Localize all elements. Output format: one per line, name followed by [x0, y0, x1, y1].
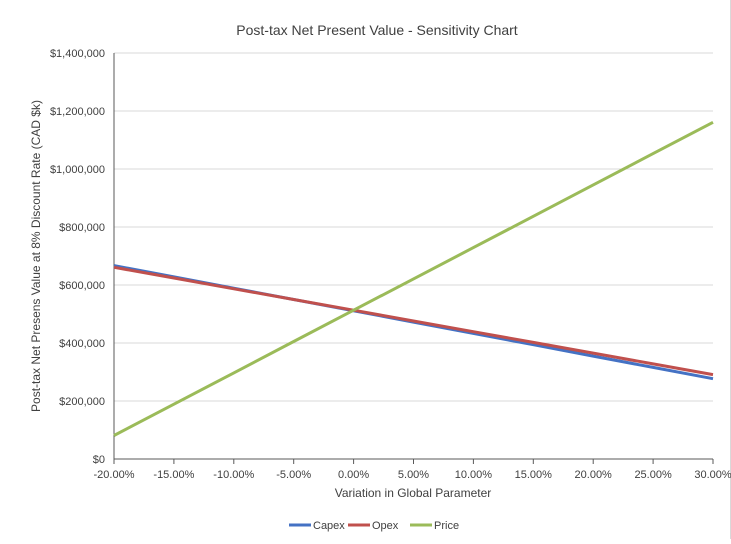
- series-lines: [113, 120, 714, 437]
- x-tick-label: 10.00%: [455, 469, 493, 481]
- legend: Capex Opex Price: [289, 520, 459, 532]
- chart-title: Post-tax Net Present Value - Sensitivity…: [236, 22, 518, 38]
- x-tick-label: 0.00%: [338, 469, 369, 481]
- y-tick-label: $1,400,000: [50, 48, 105, 60]
- x-tick-label: 5.00%: [398, 469, 429, 481]
- axes: [113, 53, 714, 464]
- x-tick-label: -20.00%: [94, 469, 135, 481]
- x-axis-tick-labels: -20.00% -15.00% -10.00% -5.00% 0.00% 5.00% 10.…: [94, 469, 731, 481]
- x-tick-label: 25.00%: [634, 469, 672, 481]
- y-tick-label: $600,000: [59, 280, 105, 292]
- x-tick-label: -15.00%: [153, 469, 194, 481]
- legend-label-capex: Capex: [313, 520, 345, 532]
- legend-label-opex: Opex: [372, 520, 399, 532]
- y-tick-label: $1,200,000: [50, 106, 105, 118]
- x-axis-title: Variation in Global Parameter: [335, 486, 492, 500]
- x-tick-label: 15.00%: [515, 469, 553, 481]
- y-tick-label: $800,000: [59, 222, 105, 234]
- y-tick-label: $200,000: [59, 396, 105, 408]
- x-tick-label: -5.00%: [276, 469, 311, 481]
- gridlines: [114, 52, 713, 402]
- legend-label-price: Price: [434, 520, 459, 532]
- x-tick-label: 30.00%: [694, 469, 731, 481]
- y-tick-label: $400,000: [59, 338, 105, 350]
- x-tick-label: 20.00%: [575, 469, 613, 481]
- y-axis-title: Post-tax Net Presens Value at 8% Discoun…: [29, 100, 43, 412]
- y-tick-label: $1,000,000: [50, 164, 105, 176]
- series-line-opex: [113, 265, 714, 377]
- x-tick-label: -10.00%: [213, 469, 254, 481]
- y-axis-tick-labels: $0 $200,000 $400,000 $600,000 $800,000 $1,000…: [50, 48, 105, 466]
- series-line-price: [113, 120, 714, 437]
- y-tick-label: $0: [93, 454, 105, 466]
